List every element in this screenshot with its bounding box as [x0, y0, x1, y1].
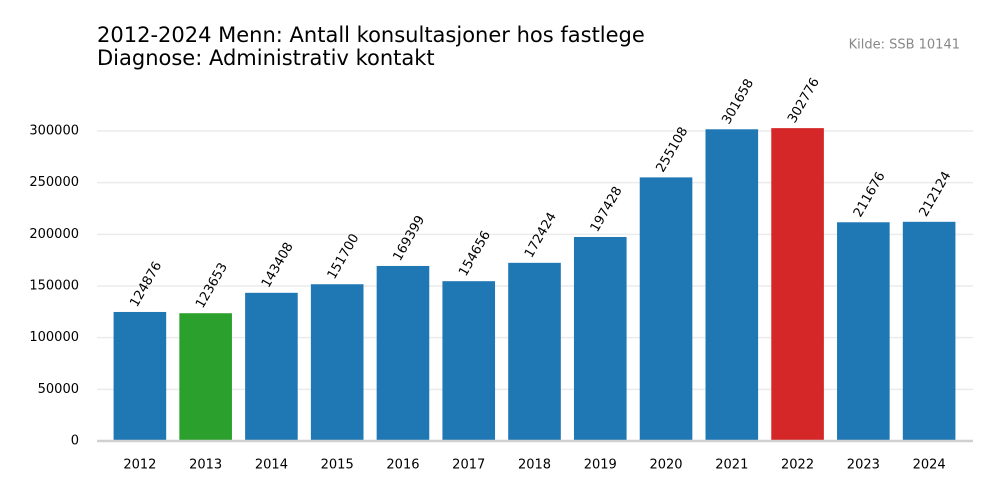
- source-note: Kilde: SSB 10141: [849, 38, 960, 53]
- x-tick-label: 2023: [847, 458, 880, 473]
- chart-title: 2012-2024 Menn: Antall konsultasjoner ho…: [97, 23, 645, 47]
- x-tick-label: 2014: [255, 458, 288, 473]
- bar: [245, 292, 298, 441]
- x-tick-label: 2020: [649, 458, 682, 473]
- bar: [508, 262, 561, 441]
- x-tick-label: 2019: [584, 458, 617, 473]
- x-tick-label: 2013: [189, 458, 222, 473]
- y-tick-label: 250000: [29, 175, 79, 190]
- y-tick-label: 100000: [29, 330, 79, 345]
- bar: [639, 177, 693, 441]
- chart-subtitle: Diagnose: Administrativ kontakt: [97, 46, 435, 70]
- x-tick-label: 2021: [715, 458, 748, 473]
- x-tick-label: 2017: [452, 458, 485, 473]
- x-tick-label: 2015: [321, 458, 354, 473]
- bar: [442, 281, 496, 441]
- bar: [771, 128, 824, 441]
- x-tick-label: 2018: [518, 458, 551, 473]
- y-tick-label: 50000: [38, 382, 79, 397]
- y-tick-label: 200000: [29, 227, 79, 242]
- bar: [573, 236, 627, 441]
- bar: [705, 129, 759, 441]
- y-tick-label: 150000: [29, 279, 79, 294]
- y-tick-label: 0: [71, 434, 79, 449]
- bar: [310, 284, 364, 441]
- bar: [179, 313, 232, 441]
- bar: [376, 265, 430, 441]
- x-tick-label: 2016: [386, 458, 419, 473]
- x-tick-label: 2012: [123, 458, 156, 473]
- x-tick-label: 2022: [781, 458, 814, 473]
- bar: [902, 221, 956, 441]
- y-tick-label: 300000: [29, 124, 79, 139]
- bar: [837, 222, 890, 441]
- bar: [113, 311, 167, 441]
- x-tick-label: 2024: [913, 458, 946, 473]
